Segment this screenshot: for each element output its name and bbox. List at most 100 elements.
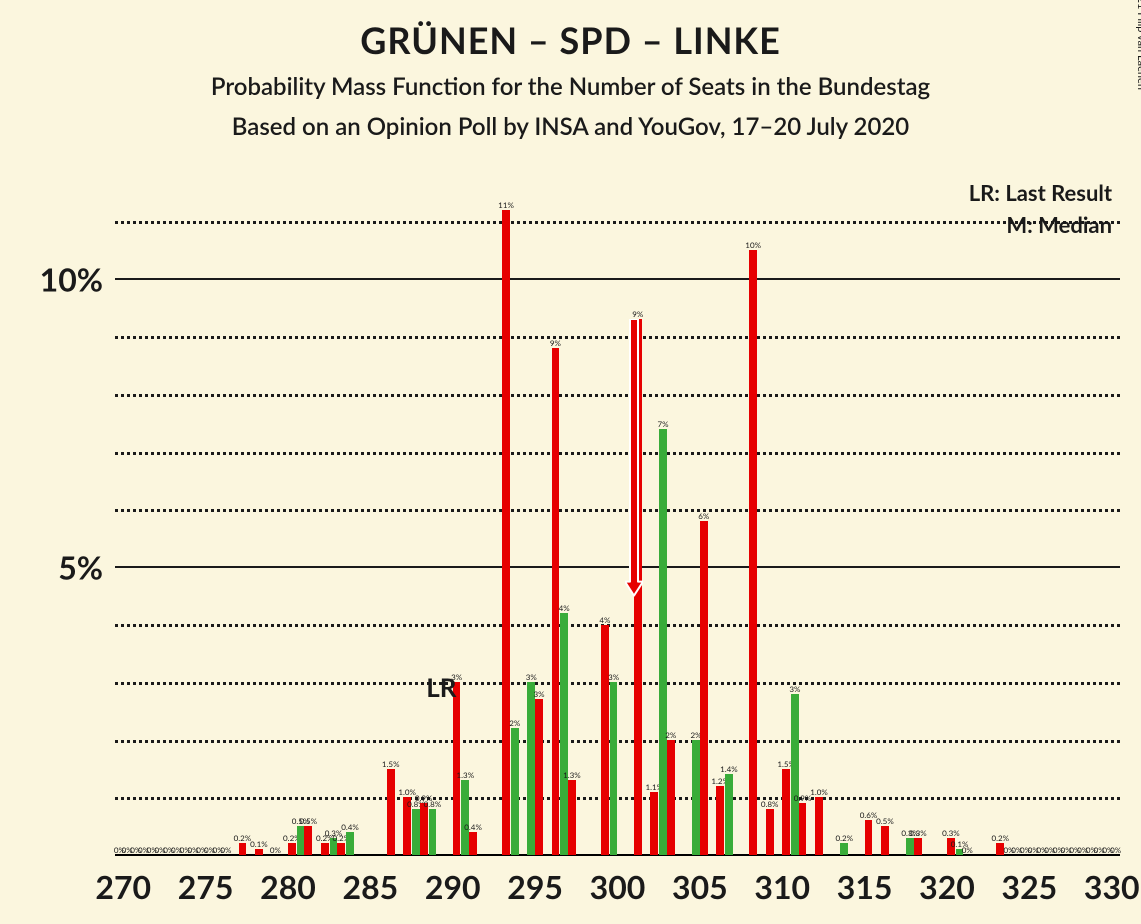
bar-label: 4%	[599, 615, 610, 625]
bar-label: 0.6%	[860, 810, 878, 820]
bar-label: 0.9%	[794, 793, 812, 803]
bar-red: 0.6%	[865, 820, 873, 855]
x-tick-label: 275	[178, 855, 234, 906]
bar-green: 0.8%	[412, 809, 420, 855]
bar-label: 1.3%	[457, 770, 475, 780]
bar-green: 2%	[692, 740, 700, 855]
bar-red: 4%	[601, 625, 609, 856]
bar-label: 2%	[509, 718, 520, 728]
plot-area: LR: Last Result M: Median 5%10%270275280…	[115, 175, 1120, 855]
x-tick-label: 325	[1002, 855, 1058, 906]
bar-label: 0.2%	[991, 833, 1009, 843]
bar-label: 3%	[608, 672, 619, 682]
bar-label: 0.8%	[424, 799, 442, 809]
bar-green: 3%	[791, 694, 799, 855]
bar-label: 1.0%	[398, 787, 416, 797]
grid-minor	[115, 797, 1120, 800]
x-tick-label: 290	[425, 855, 481, 906]
x-tick-label: 305	[672, 855, 728, 906]
bar-red: 1.3%	[568, 780, 576, 855]
bar-label: 0.2%	[835, 833, 853, 843]
bar-green: 7%	[659, 429, 667, 855]
bar-green: 0.3%	[906, 838, 914, 855]
y-tick-label: 10%	[40, 259, 115, 298]
grid-minor	[115, 336, 1120, 339]
bar-label: 0%	[270, 845, 281, 855]
bar-red: 1.1%	[650, 792, 658, 855]
bar-red: 9%	[634, 319, 642, 855]
bar-green: 3%	[527, 682, 535, 855]
bar-red: 0.2%	[239, 843, 247, 855]
bar-label: 1.3%	[563, 770, 581, 780]
x-tick-label: 330	[1084, 855, 1140, 906]
chart-title: GRÜNEN – SPD – LINKE	[0, 18, 1141, 62]
x-tick-label: 300	[590, 855, 646, 906]
x-tick-label: 310	[754, 855, 810, 906]
bar-label: 7%	[658, 419, 669, 429]
bar-label: 4%	[559, 603, 570, 613]
bar-label: 0.4%	[464, 822, 482, 832]
bar-red: 1.2%	[716, 786, 724, 855]
legend-lr: LR: Last Result	[969, 179, 1112, 206]
bar-label: 1.0%	[810, 787, 828, 797]
bar-label: 0.1%	[250, 839, 268, 849]
bar-red: 0.1%	[255, 849, 263, 855]
x-tick-label: 280	[260, 855, 316, 906]
x-tick-label: 270	[95, 855, 151, 906]
bar-red: 0.2%	[288, 843, 296, 855]
bar-red: 1.5%	[387, 769, 395, 855]
x-tick-label: 285	[343, 855, 399, 906]
bar-red: 0.8%	[766, 809, 774, 855]
bar-label: 3%	[533, 689, 544, 699]
bar-red: 0.4%	[469, 832, 477, 855]
lr-marker: LR	[426, 671, 456, 703]
bar-green: 1.4%	[725, 774, 733, 855]
bar-red: 11%	[502, 210, 510, 855]
bar-red: 0.9%	[420, 803, 428, 855]
bar-label: 0.2%	[234, 833, 252, 843]
bar-label: 0%	[1110, 845, 1121, 855]
bar-red: 1.5%	[782, 769, 790, 855]
bar-label: 9%	[632, 309, 643, 319]
bar-green: 0.5%	[297, 826, 305, 855]
bar-label: 0.8%	[761, 799, 779, 809]
bar-red: 3%	[453, 682, 461, 855]
bar-label: 2%	[665, 730, 676, 740]
bar-red: 0.5%	[881, 826, 889, 855]
bar-green: 4%	[560, 613, 568, 855]
bar-green: 0.8%	[429, 809, 437, 855]
bar-red: 3%	[535, 699, 543, 855]
bar-label: 6%	[698, 511, 709, 521]
grid-minor	[115, 682, 1120, 685]
grid-minor	[115, 624, 1120, 627]
x-tick-label: 295	[507, 855, 563, 906]
bar-label: 0%	[220, 845, 231, 855]
x-tick-label: 320	[919, 855, 975, 906]
bar-label: 11%	[498, 200, 514, 210]
y-tick-label: 5%	[58, 547, 115, 586]
bar-label: 0.3%	[942, 828, 960, 838]
bar-green: 2%	[511, 728, 519, 855]
bar-label: 0.4%	[341, 822, 359, 832]
bar-green: 1.3%	[461, 780, 469, 855]
bar-red: 1.0%	[815, 797, 823, 855]
chart-subtitle-1: Probability Mass Function for the Number…	[0, 72, 1141, 101]
bar-red: 0.3%	[914, 838, 922, 855]
bar-red: 0.5%	[304, 826, 312, 855]
bar-red: 6%	[700, 521, 708, 855]
bar-red: 0.2%	[321, 843, 329, 855]
bar-label: 0.3%	[909, 828, 927, 838]
bar-red: 10%	[749, 250, 757, 855]
bar-label: 0.5%	[876, 816, 894, 826]
bar-red: 9%	[552, 348, 560, 855]
bar-green: 0.4%	[346, 832, 354, 855]
copyright-text: © 2021 Filip van Laenen	[1135, 0, 1141, 90]
bar-red: 2%	[667, 740, 675, 855]
grid-minor	[115, 509, 1120, 512]
bar-label: 9%	[550, 338, 561, 348]
grid-minor	[115, 394, 1120, 397]
grid-minor	[115, 452, 1120, 455]
bar-green: 0.2%	[840, 843, 848, 855]
bar-label: 3%	[526, 672, 537, 682]
bar-label: 0.5%	[300, 816, 318, 826]
